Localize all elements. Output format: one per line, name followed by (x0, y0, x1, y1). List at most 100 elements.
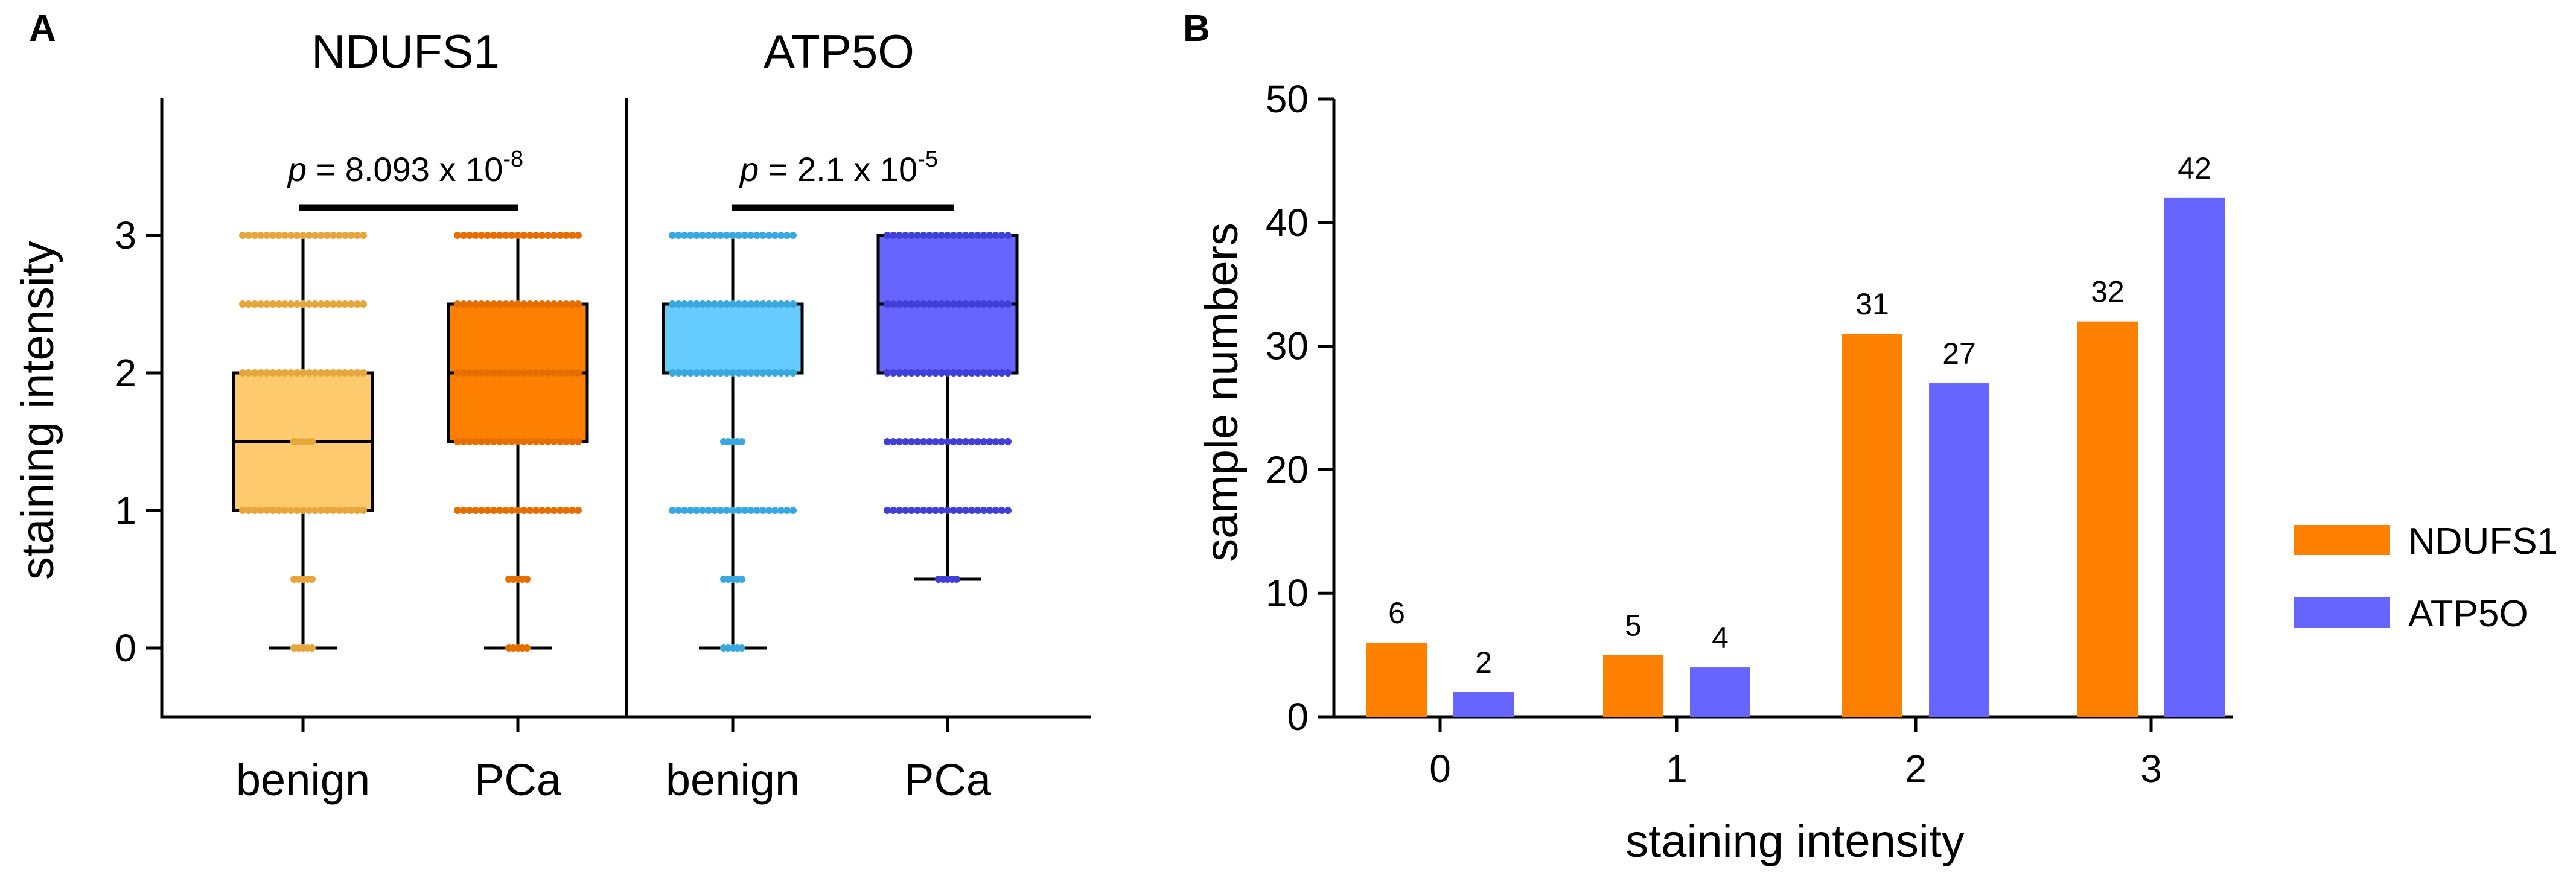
data-point (257, 369, 264, 377)
data-point (926, 300, 933, 308)
data-point (753, 369, 760, 377)
panel-b-ytick-label: 40 (1266, 201, 1309, 244)
data-point (523, 644, 531, 652)
data-point (920, 232, 927, 239)
data-point (980, 300, 987, 308)
bar-atp5o (1690, 667, 1750, 717)
data-point (342, 300, 349, 308)
bar-value-label: 31 (1855, 287, 1889, 321)
panel-b-barchart: sample numbers staining intensity NDUFS1… (1196, 77, 2558, 867)
data-point (496, 369, 503, 377)
data-point (550, 300, 558, 308)
data-point (251, 507, 258, 514)
data-point (484, 438, 491, 445)
data-point (472, 369, 479, 377)
data-point (556, 232, 564, 239)
data-point (514, 438, 521, 445)
panel-b-ytick-label: 0 (1287, 695, 1309, 739)
data-point (986, 300, 993, 308)
data-point (908, 438, 915, 445)
data-point (263, 369, 270, 377)
data-point (932, 300, 939, 308)
data-point (478, 232, 485, 239)
data-point (556, 369, 564, 377)
data-point (460, 438, 467, 445)
data-point (968, 438, 975, 445)
data-point (460, 507, 467, 514)
bar-atp5o (1453, 692, 1514, 717)
data-point (938, 438, 945, 445)
legend-swatch-ndufs1 (2294, 525, 2390, 555)
data-point (759, 300, 767, 308)
data-point (902, 369, 909, 377)
data-point (478, 438, 485, 445)
data-point (354, 232, 361, 239)
data-point (699, 369, 706, 377)
data-point (992, 438, 999, 445)
data-point (472, 438, 479, 445)
data-point (884, 438, 891, 445)
data-point (956, 507, 963, 514)
data-point (360, 300, 367, 308)
data-point (908, 232, 915, 239)
data-point (293, 507, 301, 514)
data-point (520, 232, 528, 239)
data-point (454, 300, 461, 308)
data-point (514, 507, 521, 514)
data-point (884, 507, 891, 514)
data-point (717, 232, 724, 239)
data-point (508, 369, 515, 377)
data-point (902, 507, 909, 514)
bar-value-label: 42 (2178, 151, 2211, 185)
panel-b-letter: B (1183, 8, 1210, 49)
data-point (269, 232, 276, 239)
data-point (484, 507, 491, 514)
data-point (717, 300, 724, 308)
data-point (711, 507, 718, 514)
data-point (980, 507, 987, 514)
data-point (932, 232, 939, 239)
data-point (281, 232, 289, 239)
data-point (472, 507, 479, 514)
data-point (956, 300, 963, 308)
data-point (681, 232, 688, 239)
data-point (890, 438, 897, 445)
bar-ndufs1 (1366, 643, 1427, 717)
data-point (953, 576, 960, 583)
data-point (354, 369, 361, 377)
data-point (890, 369, 897, 377)
data-point (360, 232, 367, 239)
data-point (336, 232, 343, 239)
pvalue-ndufs1: p = 8.093 x 10-8 (287, 147, 523, 188)
data-point (723, 232, 730, 239)
data-point (317, 369, 325, 377)
data-point (669, 507, 676, 514)
bar-atp5o (1929, 383, 1989, 717)
data-point (239, 369, 246, 377)
data-point (520, 300, 528, 308)
data-point (741, 507, 748, 514)
data-point (962, 507, 969, 514)
data-point (783, 369, 791, 377)
data-point (896, 507, 903, 514)
data-point (460, 232, 467, 239)
data-point (544, 438, 552, 445)
data-point (305, 232, 313, 239)
data-point (275, 232, 282, 239)
data-point (275, 507, 282, 514)
data-point (920, 369, 927, 377)
data-point (532, 438, 540, 445)
data-point (575, 507, 582, 514)
data-point (550, 438, 558, 445)
data-point (239, 232, 246, 239)
legend-label-ndufs1: NDUFS1 (2408, 521, 2558, 562)
data-point (293, 300, 301, 308)
data-point (460, 369, 467, 377)
data-point (974, 232, 981, 239)
data-point (890, 507, 897, 514)
data-point (908, 369, 915, 377)
data-point (896, 438, 903, 445)
data-point (342, 507, 349, 514)
data-point (293, 369, 301, 377)
